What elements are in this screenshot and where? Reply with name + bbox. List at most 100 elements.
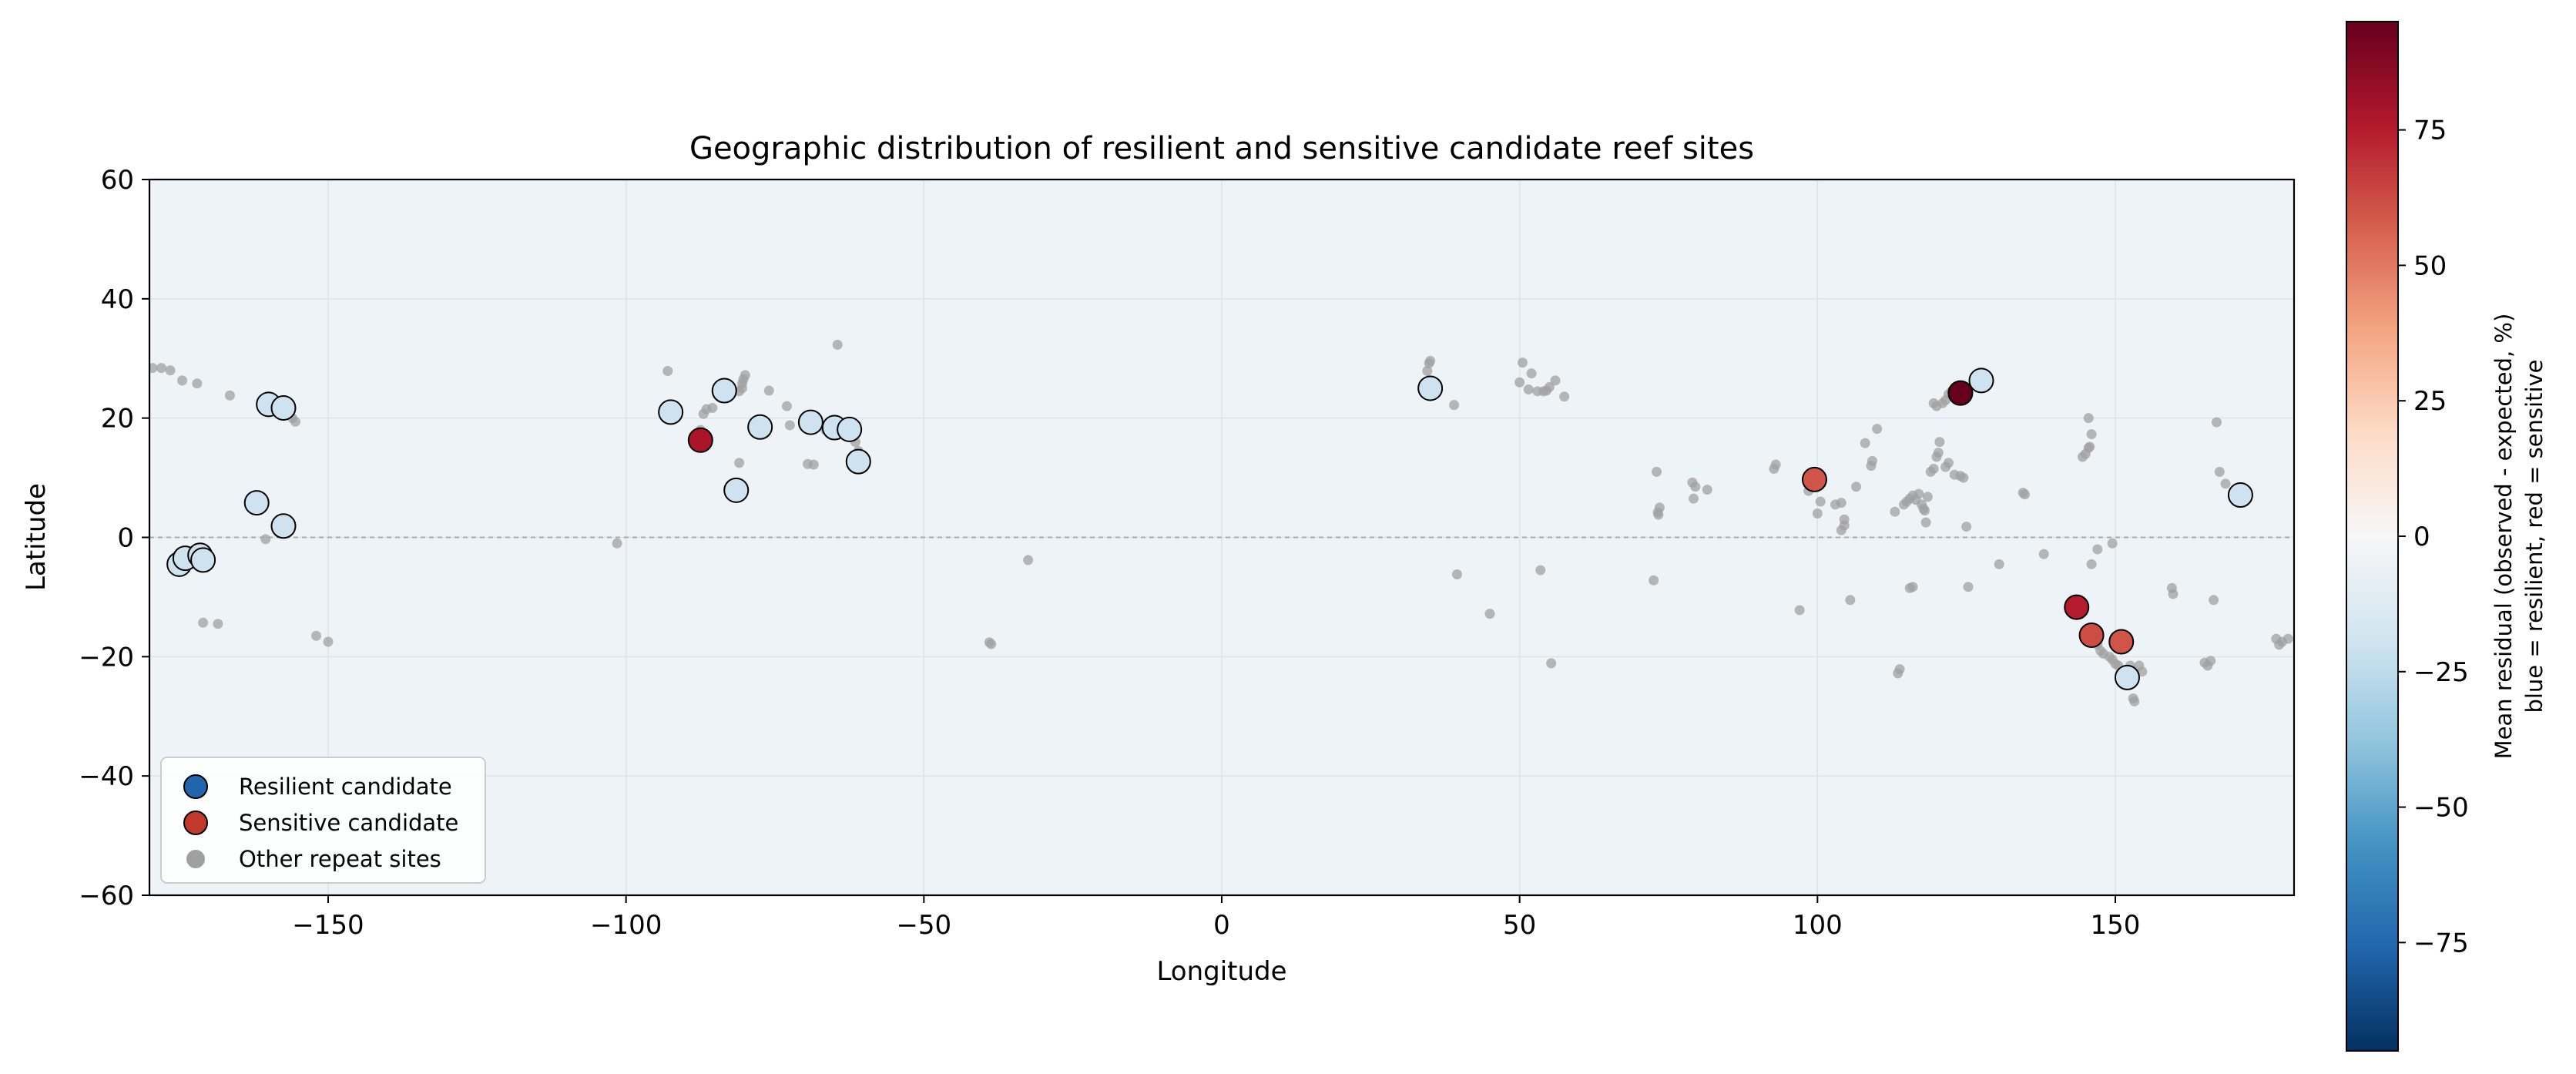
point-other-site xyxy=(2107,538,2118,549)
point-other-site xyxy=(734,458,745,468)
point-other-site xyxy=(1943,458,1954,468)
y-tick-label: 0 xyxy=(117,523,134,554)
point-other-site xyxy=(781,401,792,411)
legend-marker-sensitive xyxy=(183,811,208,835)
point-other-site xyxy=(1794,605,1805,616)
point-other-site xyxy=(986,639,997,649)
point-other-site xyxy=(156,363,166,374)
point-other-site xyxy=(784,420,795,431)
point-sensitive-candidate xyxy=(2078,622,2105,648)
point-other-site xyxy=(1845,595,1856,606)
point-other-site xyxy=(1914,488,1924,499)
point-other-site xyxy=(2129,696,2140,706)
point-other-site xyxy=(1872,424,1883,435)
colorbar-label-line1: Mean residual (observed - expected, %) xyxy=(2490,314,2517,760)
point-other-site xyxy=(2137,666,2148,677)
point-other-site xyxy=(224,390,235,401)
point-other-site xyxy=(2209,595,2219,606)
point-other-site xyxy=(1422,366,1433,377)
point-other-site xyxy=(1812,508,1823,519)
x-tick-label: −50 xyxy=(896,910,951,941)
point-other-site xyxy=(1961,522,1972,532)
colorbar-tick-label: 50 xyxy=(2413,250,2447,281)
legend-label-resilient: Resilient candidate xyxy=(239,774,452,800)
point-other-site xyxy=(2283,633,2293,644)
point-other-site xyxy=(1688,493,1699,504)
point-other-site xyxy=(1514,377,1525,388)
point-other-site xyxy=(2085,441,2095,452)
legend-label-other: Other repeat sites xyxy=(239,846,441,872)
x-tick-label: 50 xyxy=(1503,910,1536,941)
point-other-site xyxy=(1770,459,1781,470)
point-resilient-candidate xyxy=(1968,368,1994,394)
colorbar-tick-label: 0 xyxy=(2413,522,2430,552)
y-tick-label: 20 xyxy=(101,404,134,435)
point-other-site xyxy=(1928,398,1939,408)
point-sensitive-candidate xyxy=(2064,594,2090,620)
point-other-site xyxy=(1544,381,1555,392)
point-other-site xyxy=(177,375,188,386)
point-other-site xyxy=(740,370,750,381)
x-tick-label: −100 xyxy=(590,910,662,941)
point-other-site xyxy=(311,630,322,641)
point-other-site xyxy=(1649,575,1659,586)
point-other-site xyxy=(2214,466,2225,477)
point-resilient-candidate xyxy=(658,399,684,425)
point-other-site xyxy=(1526,368,1537,379)
point-resilient-candidate xyxy=(723,477,750,503)
y-tick-label: −40 xyxy=(79,761,134,792)
point-resilient-candidate xyxy=(1417,375,1444,401)
point-other-site xyxy=(1518,357,1528,368)
point-resilient-candidate xyxy=(270,395,297,421)
x-axis-ticks: −150 −100 −50 0 50 100 150 xyxy=(292,895,2140,941)
y-axis-ticks: −60 −40 −20 0 20 40 60 xyxy=(79,165,149,911)
point-other-site xyxy=(149,363,158,374)
colorbar-label-line2: blue = resilient, red = sensitive xyxy=(2521,359,2547,713)
legend-box xyxy=(160,757,486,884)
point-other-site xyxy=(2086,559,2097,569)
y-tick-label: −60 xyxy=(79,881,134,911)
colorbar-tick-label: −25 xyxy=(2413,657,2469,688)
point-other-site xyxy=(2083,413,2094,424)
chart-title: Geographic distribution of resilient and… xyxy=(689,131,1754,166)
point-resilient-candidate xyxy=(243,490,270,516)
point-other-site xyxy=(2274,639,2285,650)
point-other-site xyxy=(1920,505,1930,516)
y-tick-label: 40 xyxy=(101,284,134,315)
point-other-site xyxy=(1523,384,1534,395)
colorbar-tick-label: −75 xyxy=(2413,928,2469,958)
y-tick-label: 60 xyxy=(101,165,134,196)
point-resilient-candidate xyxy=(2227,482,2253,508)
point-other-site xyxy=(1546,658,1557,669)
point-other-site xyxy=(1559,391,1570,402)
point-other-site xyxy=(1702,485,1712,495)
legend-marker-other xyxy=(186,850,205,868)
point-other-site xyxy=(1994,559,2004,569)
x-axis-title: Longitude xyxy=(1156,956,1286,987)
point-other-site xyxy=(323,636,334,647)
point-other-site xyxy=(1652,466,1662,477)
colorbar xyxy=(2346,21,2399,1052)
colorbar-tick-label: 25 xyxy=(2413,386,2447,417)
point-other-site xyxy=(2205,656,2216,666)
colorbar-ticks: −75 −50 −25 0 25 50 75 xyxy=(2398,116,2469,958)
point-other-site xyxy=(1023,555,1034,566)
point-other-site xyxy=(707,403,718,414)
point-other-site xyxy=(1535,565,1546,576)
point-resilient-candidate xyxy=(837,416,863,442)
point-other-site xyxy=(1451,569,1462,579)
point-other-site xyxy=(2019,489,2030,500)
y-tick-label: −20 xyxy=(79,642,134,673)
point-other-site xyxy=(2168,589,2179,599)
point-other-site xyxy=(1958,472,1969,483)
point-sensitive-candidate xyxy=(1947,380,1974,406)
x-tick-label: −150 xyxy=(292,910,364,941)
point-resilient-candidate xyxy=(2114,664,2140,690)
point-other-site xyxy=(612,538,622,549)
point-other-site xyxy=(2220,478,2231,489)
point-other-site xyxy=(1890,506,1900,517)
point-other-site xyxy=(1851,482,1862,492)
data-points xyxy=(149,339,2293,706)
point-other-site xyxy=(1425,355,1436,366)
point-resilient-candidate xyxy=(711,378,737,404)
